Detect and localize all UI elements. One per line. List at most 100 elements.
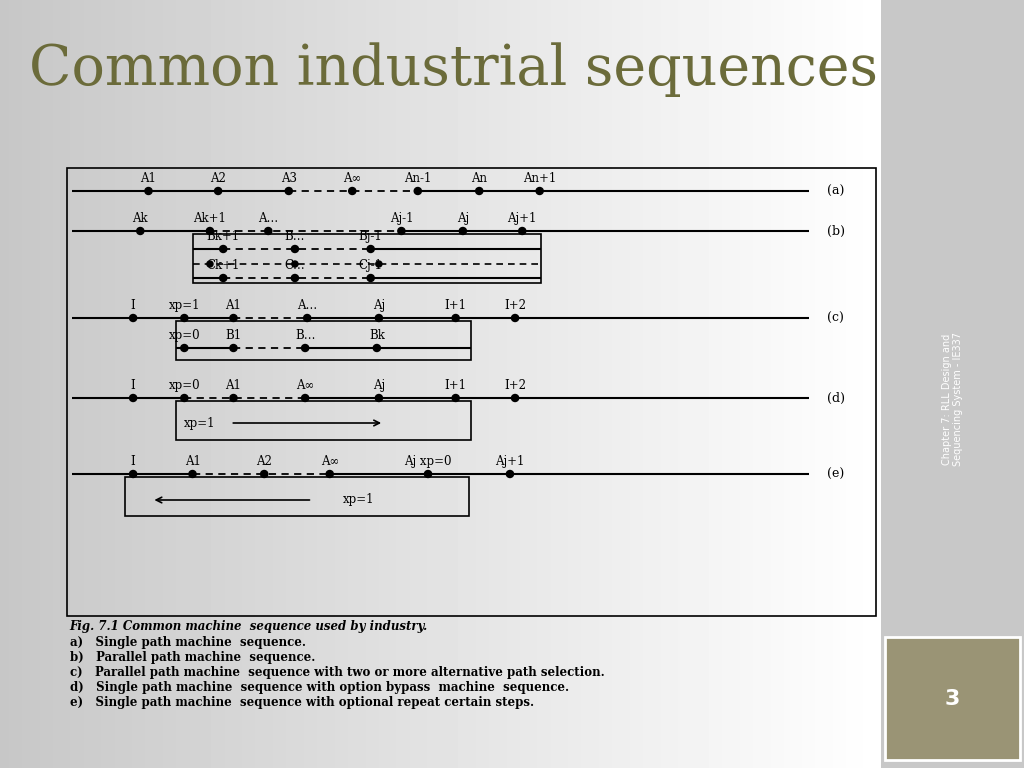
- Circle shape: [397, 227, 406, 234]
- Text: Aj: Aj: [373, 299, 385, 312]
- Circle shape: [475, 187, 483, 194]
- Circle shape: [512, 395, 518, 402]
- Circle shape: [229, 395, 238, 402]
- Text: (c): (c): [827, 312, 844, 325]
- Text: (e): (e): [827, 468, 845, 481]
- Text: Bk: Bk: [369, 329, 385, 342]
- Text: Aj+1: Aj+1: [508, 212, 537, 225]
- Text: Aj xp=0: Aj xp=0: [404, 455, 452, 468]
- Circle shape: [506, 471, 513, 478]
- Text: I+2: I+2: [504, 299, 526, 312]
- Text: I: I: [131, 455, 135, 468]
- Text: B…: B…: [285, 230, 305, 243]
- Circle shape: [453, 395, 459, 402]
- Text: Common industrial sequences: Common industrial sequences: [29, 43, 878, 98]
- Circle shape: [129, 395, 137, 402]
- Text: b)   Parallel path machine  sequence.: b) Parallel path machine sequence.: [70, 651, 315, 664]
- Text: A2: A2: [210, 172, 226, 185]
- Circle shape: [519, 227, 526, 234]
- Text: e)   Single path machine  sequence with optional repeat certain steps.: e) Single path machine sequence with opt…: [70, 696, 534, 709]
- Text: I+1: I+1: [444, 379, 467, 392]
- Text: A1: A1: [184, 455, 201, 468]
- Text: Cj-1: Cj-1: [358, 259, 383, 272]
- Text: B…: B…: [295, 329, 315, 342]
- Text: A∞: A∞: [321, 455, 339, 468]
- Text: Bk+1: Bk+1: [207, 230, 240, 243]
- Circle shape: [180, 395, 188, 402]
- Text: A3: A3: [281, 172, 297, 185]
- Text: (d): (d): [827, 392, 846, 405]
- Circle shape: [373, 345, 381, 352]
- Text: I: I: [131, 379, 135, 392]
- Circle shape: [180, 345, 188, 352]
- Text: Aj+1: Aj+1: [496, 455, 524, 468]
- Text: A1: A1: [225, 379, 242, 392]
- Text: Aj-1: Aj-1: [390, 212, 413, 225]
- Text: Chapter 7: RLL Design and
Sequencing System - IE337: Chapter 7: RLL Design and Sequencing Sys…: [941, 333, 964, 466]
- Circle shape: [264, 227, 272, 234]
- Circle shape: [229, 315, 238, 322]
- Circle shape: [348, 187, 356, 194]
- Text: xp=1: xp=1: [343, 494, 374, 507]
- Text: Fig. 7.1 Common machine  sequence used by industry.: Fig. 7.1 Common machine sequence used by…: [70, 620, 428, 633]
- Text: A1: A1: [140, 172, 157, 185]
- Circle shape: [219, 246, 227, 253]
- Text: I+2: I+2: [504, 379, 526, 392]
- Circle shape: [260, 471, 268, 478]
- Text: B1: B1: [225, 329, 242, 342]
- Text: (b): (b): [827, 224, 846, 237]
- Text: A…: A…: [258, 212, 279, 225]
- Circle shape: [375, 315, 383, 322]
- Text: 3: 3: [944, 689, 961, 709]
- Circle shape: [180, 315, 188, 322]
- Circle shape: [367, 274, 375, 282]
- Circle shape: [129, 471, 137, 478]
- Text: A∞: A∞: [296, 379, 314, 392]
- Circle shape: [219, 274, 227, 282]
- Text: d)   Single path machine  sequence with option bypass  machine  sequence.: d) Single path machine sequence with opt…: [70, 681, 568, 694]
- Circle shape: [512, 315, 518, 322]
- Circle shape: [229, 345, 238, 352]
- Circle shape: [137, 227, 143, 234]
- Text: I: I: [131, 299, 135, 312]
- Text: An-1: An-1: [404, 172, 431, 185]
- Circle shape: [367, 246, 375, 253]
- Text: xp=1: xp=1: [184, 416, 216, 429]
- Circle shape: [188, 471, 197, 478]
- Circle shape: [537, 187, 543, 194]
- Text: Bj-1: Bj-1: [358, 230, 383, 243]
- Text: xp=1: xp=1: [169, 299, 200, 312]
- Text: An: An: [471, 172, 487, 185]
- Circle shape: [303, 315, 311, 322]
- Circle shape: [453, 315, 459, 322]
- Circle shape: [375, 395, 383, 402]
- Circle shape: [292, 246, 299, 253]
- Text: c)   Parallel path machine  sequence with two or more alternative path selection: c) Parallel path machine sequence with t…: [70, 666, 604, 679]
- Circle shape: [326, 471, 334, 478]
- Circle shape: [292, 261, 298, 267]
- Circle shape: [301, 345, 309, 352]
- Text: A1: A1: [225, 299, 242, 312]
- Text: Ck+1: Ck+1: [207, 259, 240, 272]
- Circle shape: [207, 227, 214, 234]
- Text: An+1: An+1: [523, 172, 556, 185]
- Circle shape: [459, 227, 467, 234]
- Text: I+1: I+1: [444, 299, 467, 312]
- Text: (a): (a): [827, 184, 845, 197]
- Text: A2: A2: [256, 455, 272, 468]
- Circle shape: [414, 187, 422, 194]
- Circle shape: [285, 187, 293, 194]
- Text: Aj: Aj: [457, 212, 469, 225]
- Text: A…: A…: [297, 299, 317, 312]
- Text: Ak: Ak: [132, 212, 148, 225]
- Text: A∞: A∞: [343, 172, 361, 185]
- Circle shape: [145, 187, 152, 194]
- Text: xp=0: xp=0: [169, 379, 200, 392]
- Circle shape: [376, 261, 382, 267]
- Circle shape: [207, 261, 213, 267]
- Circle shape: [292, 274, 299, 282]
- Text: xp=0: xp=0: [169, 329, 200, 342]
- Text: Ak+1: Ak+1: [194, 212, 226, 225]
- FancyBboxPatch shape: [885, 637, 1020, 760]
- Text: C…: C…: [285, 259, 305, 272]
